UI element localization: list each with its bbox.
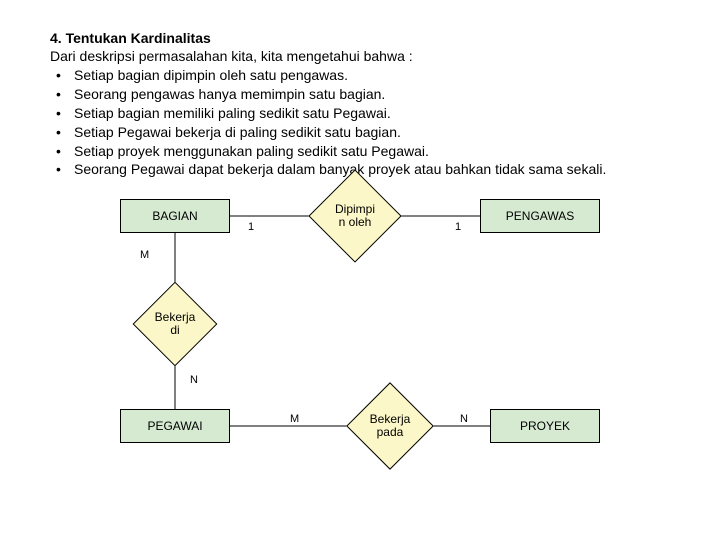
relation-bekerja_di [133,282,218,367]
entity-proyek: PROYEK [490,409,600,443]
section-heading: 4. Tentukan Kardinalitas [50,30,670,46]
cardinality-label: 1 [248,221,254,233]
relation-bekerja_pada [346,383,434,471]
bullet-list: Setiap bagian dipimpin oleh satu pengawa… [50,66,670,179]
entity-pegawai: PEGAWAI [120,409,230,443]
intro-text: Dari deskripsi permasalahan kita, kita m… [50,48,670,64]
list-item: Setiap proyek menggunakan paling sedikit… [50,142,670,161]
list-item: Setiap bagian dipimpin oleh satu pengawa… [50,66,670,85]
cardinality-label: M [140,249,149,261]
list-item: Seorang pengawas hanya memimpin satu bag… [50,85,670,104]
entity-bagian: BAGIAN [120,199,230,233]
cardinality-label: 1 [455,221,461,233]
erd-diagram: BAGIANPENGAWASPEGAWAIPROYEKDipimpi n ole… [60,199,680,479]
list-item: Setiap Pegawai bekerja di paling sedikit… [50,123,670,142]
relation-dipimpin [308,170,401,263]
cardinality-label: M [290,413,299,425]
cardinality-label: N [190,374,198,386]
list-item: Setiap bagian memiliki paling sedikit sa… [50,104,670,123]
cardinality-label: N [460,413,468,425]
entity-pengawas: PENGAWAS [480,199,600,233]
